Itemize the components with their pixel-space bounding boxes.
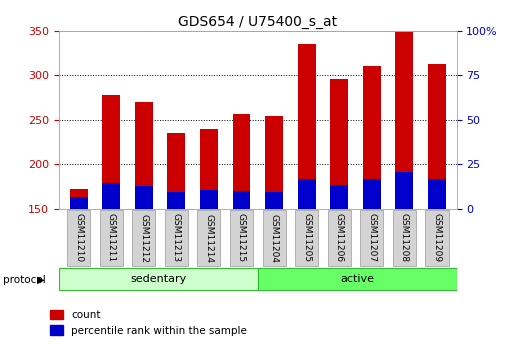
Bar [298, 178, 315, 209]
Bar [428, 64, 446, 209]
Bar [330, 185, 348, 209]
Text: active: active [340, 274, 374, 284]
Text: GSM11204: GSM11204 [269, 214, 279, 263]
Bar [200, 190, 218, 209]
Text: GSM11211: GSM11211 [107, 214, 115, 263]
Bar [198, 210, 221, 266]
Text: GSM11210: GSM11210 [74, 214, 83, 263]
Bar [230, 210, 253, 266]
Bar [102, 95, 120, 209]
Bar [328, 210, 351, 266]
Bar [100, 210, 123, 266]
Text: GSM11205: GSM11205 [302, 214, 311, 263]
Bar [167, 192, 185, 209]
Bar [263, 210, 286, 266]
Bar [428, 179, 446, 209]
Bar [396, 172, 413, 209]
Bar [102, 183, 120, 209]
Text: GSM11207: GSM11207 [367, 214, 377, 263]
Text: sedentary: sedentary [130, 274, 187, 284]
Title: GDS654 / U75400_s_at: GDS654 / U75400_s_at [178, 14, 338, 29]
Bar [232, 114, 250, 209]
Bar [70, 189, 88, 209]
Bar [135, 102, 153, 209]
Bar [59, 268, 258, 290]
Bar [132, 210, 155, 266]
Legend: count, percentile rank within the sample: count, percentile rank within the sample [46, 306, 251, 340]
Bar [165, 210, 188, 266]
Bar [167, 133, 185, 209]
Text: protocol: protocol [3, 275, 45, 285]
Bar [67, 210, 90, 266]
Bar [393, 210, 416, 266]
Bar [363, 66, 381, 209]
Bar [425, 210, 448, 266]
Text: GSM11215: GSM11215 [237, 214, 246, 263]
Bar [330, 79, 348, 209]
Text: GSM11206: GSM11206 [335, 214, 344, 263]
Bar [295, 210, 318, 266]
Bar [360, 210, 383, 266]
Bar [70, 197, 88, 209]
Text: ▶: ▶ [37, 275, 45, 285]
Text: GSM11213: GSM11213 [172, 214, 181, 263]
Bar [135, 186, 153, 209]
Bar [265, 116, 283, 209]
Bar [232, 191, 250, 209]
Text: GSM11214: GSM11214 [204, 214, 213, 263]
Bar [265, 192, 283, 209]
Bar [200, 129, 218, 209]
Text: GSM11208: GSM11208 [400, 214, 409, 263]
Bar [396, 32, 413, 209]
Bar [298, 45, 315, 209]
Bar [363, 179, 381, 209]
Text: GSM11209: GSM11209 [432, 214, 442, 263]
Text: GSM11212: GSM11212 [139, 214, 148, 263]
Bar [258, 268, 457, 290]
